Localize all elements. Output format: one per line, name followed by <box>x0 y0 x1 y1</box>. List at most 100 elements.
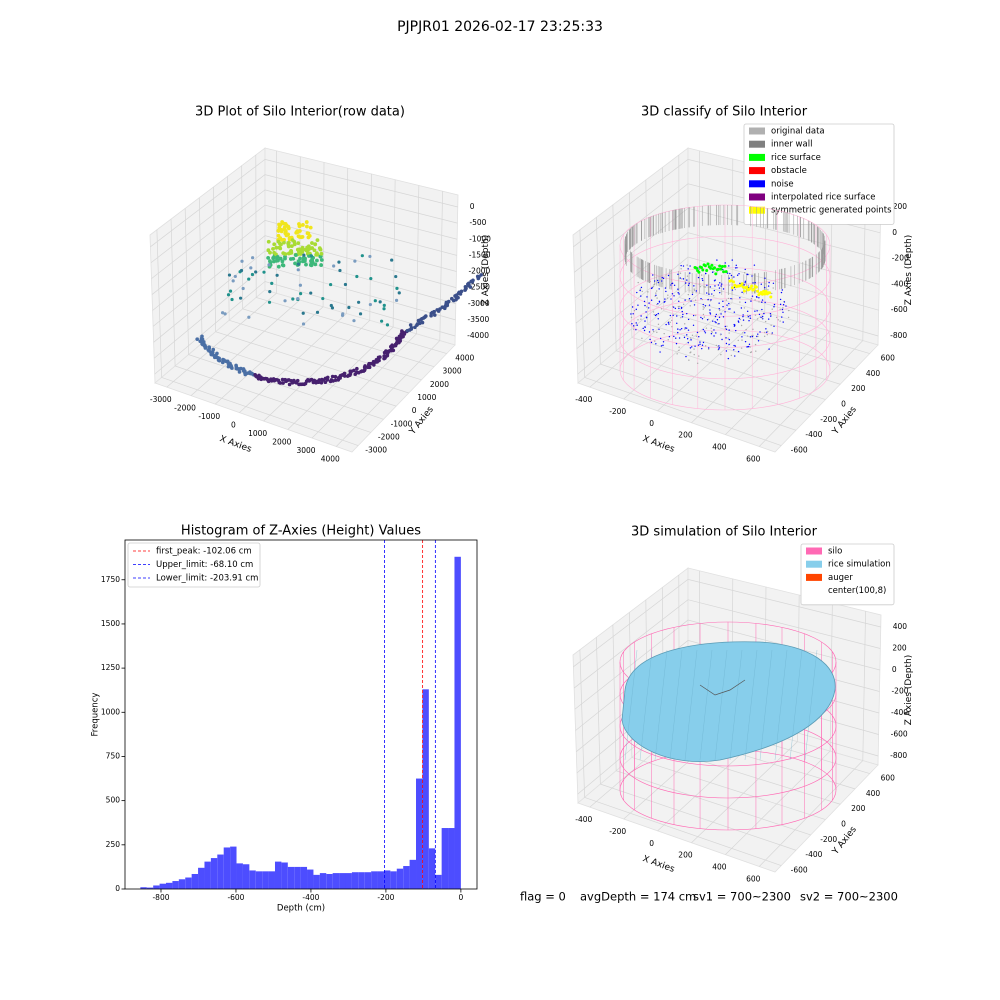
y-tick-label: -1000 <box>391 419 413 428</box>
decor-point <box>296 248 301 253</box>
decor-point <box>283 222 288 226</box>
legend-swatch <box>749 206 765 214</box>
histogram-bar <box>287 866 295 889</box>
decor-point <box>734 345 737 347</box>
z-tick-label: -200 <box>892 254 909 263</box>
decor-point <box>303 247 308 252</box>
decor-point <box>380 319 384 323</box>
decor-point <box>240 259 244 263</box>
decor-point <box>757 335 759 338</box>
decor-point <box>707 347 710 349</box>
decor-point <box>695 290 698 292</box>
decor-point <box>719 334 722 336</box>
decor-point <box>676 322 678 325</box>
decor-point <box>754 285 758 289</box>
decor-point <box>748 286 752 290</box>
decor-point <box>691 334 694 337</box>
decor-point <box>308 225 313 230</box>
decor-point <box>781 308 784 311</box>
y-tick-label: 1750 <box>101 575 120 584</box>
decor-point <box>315 310 320 314</box>
decor-point <box>679 329 681 331</box>
decor-point <box>771 292 773 295</box>
decor-point <box>652 274 654 276</box>
decor-point <box>752 328 754 330</box>
decor-point <box>301 223 305 227</box>
decor-point <box>241 286 245 291</box>
status-text: flag = 0 <box>520 890 566 904</box>
decor-point <box>658 288 660 290</box>
decor-point <box>769 295 773 299</box>
decor-point <box>300 235 305 239</box>
decor-point <box>650 341 653 344</box>
histogram-bar <box>294 866 301 889</box>
grid-line <box>311 185 420 439</box>
y-tick-label: 1000 <box>417 393 436 402</box>
decor-point <box>753 264 756 266</box>
decor-point <box>734 267 737 269</box>
decor-point <box>654 340 656 342</box>
decor-point <box>333 374 338 379</box>
decor-point <box>750 335 753 337</box>
decor-point <box>701 298 704 301</box>
decor-point <box>353 259 357 263</box>
decor-point <box>394 298 399 302</box>
decor-point <box>642 327 644 330</box>
decor-point <box>687 318 690 321</box>
decor-point <box>745 328 747 331</box>
decor-point <box>699 285 702 288</box>
decor-point <box>725 342 728 345</box>
decor-point <box>400 329 404 333</box>
decor-point <box>684 327 687 329</box>
decor-point <box>730 297 732 300</box>
decor-point <box>688 359 690 361</box>
decor-point <box>687 268 689 270</box>
decor-point <box>319 380 324 385</box>
grid-line <box>575 232 880 324</box>
decor-point <box>280 259 285 264</box>
decor-point <box>686 279 688 281</box>
decor-point <box>696 362 699 364</box>
decor-point <box>698 336 700 338</box>
legend-swatch <box>749 140 765 148</box>
decor-point <box>724 311 726 313</box>
decor-point <box>306 244 311 249</box>
decor-point <box>731 289 734 291</box>
decor-point <box>759 331 761 333</box>
decor-point <box>682 313 684 316</box>
decor-point <box>762 289 766 293</box>
decor-point <box>730 274 733 277</box>
decor-point <box>749 346 751 348</box>
histogram-bar <box>435 874 442 889</box>
decor-point <box>475 274 480 279</box>
decor-point <box>715 332 717 334</box>
decor-point <box>677 288 679 290</box>
decor-point <box>718 347 721 349</box>
decor-point <box>758 297 760 299</box>
decor-point <box>435 308 439 312</box>
grid-line <box>255 154 447 354</box>
decor-point <box>692 292 694 294</box>
decor-point <box>647 307 650 309</box>
decor-point <box>724 270 728 274</box>
decor-point <box>742 319 745 321</box>
legend-label: first_peak: -102.06 cm <box>156 547 252 557</box>
decor-point <box>716 271 719 273</box>
decor-point <box>670 298 672 300</box>
decor-point <box>660 308 663 310</box>
decor-point <box>725 337 727 339</box>
x-tick-label: 0 <box>649 839 654 848</box>
histogram-bar <box>448 828 455 889</box>
decor-point <box>630 313 632 315</box>
decor-point <box>735 329 737 332</box>
decor-point <box>655 290 658 292</box>
decor-point <box>227 273 232 277</box>
decor-point <box>716 319 719 321</box>
decor-point <box>677 273 679 276</box>
decor-point <box>695 335 698 337</box>
y-tick-label: -400 <box>805 850 822 859</box>
decor-point <box>668 336 671 338</box>
decor-point <box>289 249 293 253</box>
decor-point <box>655 292 657 294</box>
decor-point <box>671 293 674 295</box>
